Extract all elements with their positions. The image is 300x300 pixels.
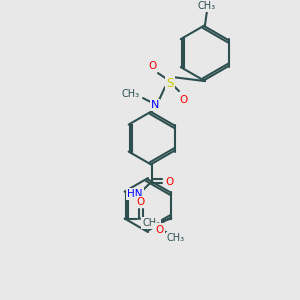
- Text: S: S: [166, 77, 174, 90]
- Text: CH₃: CH₃: [142, 218, 160, 227]
- Text: O: O: [155, 224, 164, 235]
- Text: O: O: [149, 61, 157, 71]
- Text: O: O: [166, 177, 174, 187]
- Text: O: O: [180, 95, 188, 105]
- Text: HN: HN: [127, 189, 143, 199]
- Text: N: N: [151, 100, 159, 110]
- Text: CH₃: CH₃: [167, 232, 185, 242]
- Text: O: O: [136, 196, 145, 206]
- Text: CH₃: CH₃: [198, 1, 216, 11]
- Text: CH₃: CH₃: [122, 89, 140, 99]
